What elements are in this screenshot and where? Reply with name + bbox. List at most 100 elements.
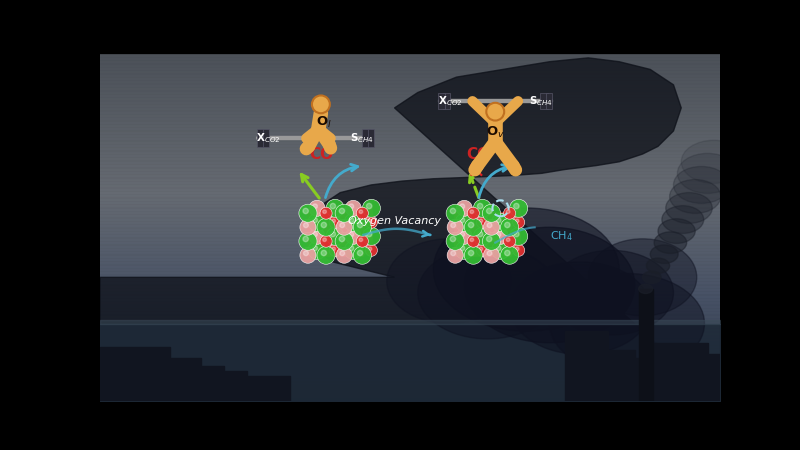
Circle shape [506, 210, 510, 213]
Bar [100, 346, 170, 400]
Circle shape [317, 218, 335, 236]
Polygon shape [100, 58, 720, 400]
Circle shape [513, 216, 525, 228]
Bar [697, 354, 720, 400]
Circle shape [479, 219, 482, 223]
Circle shape [309, 200, 325, 216]
Circle shape [486, 208, 492, 214]
Ellipse shape [434, 208, 619, 331]
Ellipse shape [418, 247, 558, 339]
Circle shape [460, 232, 465, 237]
Circle shape [354, 218, 371, 236]
Text: Oxygen Vacancy: Oxygen Vacancy [348, 216, 441, 226]
Ellipse shape [662, 206, 704, 234]
Circle shape [309, 228, 325, 244]
Circle shape [467, 235, 479, 247]
Circle shape [348, 245, 354, 251]
Circle shape [349, 232, 354, 237]
Circle shape [474, 199, 491, 217]
Circle shape [450, 223, 455, 228]
Circle shape [332, 219, 335, 223]
Ellipse shape [646, 258, 670, 274]
Circle shape [313, 204, 318, 209]
Ellipse shape [386, 239, 510, 324]
Bar [540, 93, 548, 109]
Ellipse shape [666, 193, 712, 223]
Circle shape [320, 235, 332, 247]
Ellipse shape [658, 219, 695, 243]
Circle shape [340, 223, 345, 228]
Circle shape [515, 247, 519, 251]
Circle shape [505, 250, 510, 256]
Circle shape [366, 231, 372, 237]
Circle shape [359, 210, 362, 213]
Bar [220, 371, 247, 400]
Circle shape [348, 217, 354, 223]
Circle shape [510, 199, 528, 217]
Circle shape [329, 216, 341, 228]
Circle shape [321, 222, 326, 228]
Bar [362, 130, 370, 147]
Circle shape [455, 241, 474, 259]
Ellipse shape [588, 239, 697, 316]
Bar [257, 130, 263, 147]
Text: S$_{CH4}$: S$_{CH4}$ [529, 94, 553, 108]
Circle shape [299, 232, 317, 250]
Circle shape [336, 219, 352, 235]
Circle shape [483, 247, 499, 263]
Circle shape [312, 245, 318, 251]
Circle shape [486, 236, 492, 242]
Circle shape [322, 210, 326, 213]
Circle shape [487, 251, 492, 256]
Ellipse shape [550, 274, 705, 373]
Circle shape [491, 241, 510, 259]
Circle shape [368, 247, 372, 251]
Circle shape [344, 213, 362, 231]
Circle shape [366, 244, 378, 256]
Circle shape [478, 231, 483, 237]
Ellipse shape [678, 153, 738, 194]
Circle shape [493, 228, 509, 244]
Circle shape [478, 203, 483, 209]
Circle shape [329, 244, 341, 256]
Circle shape [468, 250, 474, 256]
Bar [193, 366, 224, 400]
Circle shape [456, 228, 472, 244]
Circle shape [460, 204, 465, 209]
Circle shape [513, 244, 525, 256]
Circle shape [358, 222, 362, 228]
Circle shape [446, 232, 464, 250]
Circle shape [479, 247, 482, 251]
Circle shape [455, 213, 474, 231]
Circle shape [506, 238, 510, 242]
Bar [442, 93, 450, 109]
Text: S$_{CH4}$: S$_{CH4}$ [350, 131, 374, 145]
Circle shape [362, 199, 381, 217]
Circle shape [459, 217, 465, 223]
Circle shape [339, 236, 345, 242]
Bar [162, 358, 201, 401]
Circle shape [358, 250, 362, 256]
Circle shape [450, 236, 456, 242]
Bar [438, 93, 445, 109]
Circle shape [447, 247, 463, 263]
Bar [638, 289, 653, 400]
Circle shape [503, 235, 516, 247]
Circle shape [312, 95, 330, 113]
Circle shape [514, 203, 519, 209]
Circle shape [326, 227, 344, 245]
Circle shape [496, 232, 501, 237]
Circle shape [483, 219, 499, 235]
Circle shape [356, 235, 368, 247]
Circle shape [491, 213, 510, 231]
Circle shape [308, 241, 326, 259]
Ellipse shape [674, 166, 730, 203]
Circle shape [514, 231, 519, 237]
Circle shape [468, 222, 474, 228]
Bar [243, 376, 290, 400]
Ellipse shape [638, 284, 653, 293]
Circle shape [476, 244, 489, 256]
Circle shape [359, 238, 362, 242]
Circle shape [515, 219, 519, 223]
Ellipse shape [670, 180, 721, 213]
